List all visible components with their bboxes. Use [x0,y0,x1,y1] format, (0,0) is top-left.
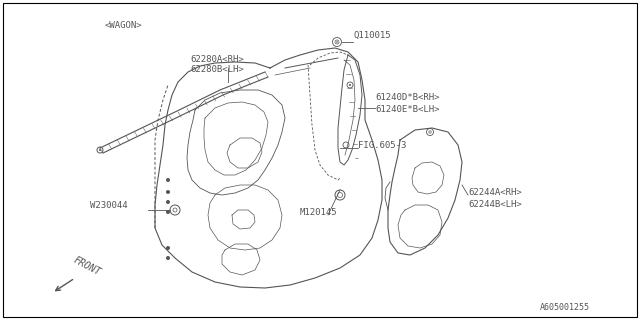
Text: FIG.605-3: FIG.605-3 [358,141,406,150]
Text: 62280A<RH>: 62280A<RH> [190,55,244,64]
Text: W230044: W230044 [90,201,127,210]
Text: 61240E*B<LH>: 61240E*B<LH> [375,105,440,114]
Text: 61240D*B<RH>: 61240D*B<RH> [375,93,440,102]
Text: A605001255: A605001255 [540,303,590,312]
Circle shape [336,41,338,43]
Circle shape [166,190,170,194]
Text: 62244B<LH>: 62244B<LH> [468,200,522,209]
Text: FRONT: FRONT [72,255,102,278]
Text: M120145: M120145 [300,208,338,217]
Text: Q110015: Q110015 [353,31,390,40]
Text: 62244A<RH>: 62244A<RH> [468,188,522,197]
Circle shape [349,84,351,86]
Circle shape [166,246,170,250]
Circle shape [166,178,170,182]
Circle shape [166,256,170,260]
Text: <WAGON>: <WAGON> [105,21,143,30]
Circle shape [99,149,101,151]
Circle shape [166,200,170,204]
Circle shape [166,210,170,214]
Text: 62280B<LH>: 62280B<LH> [190,65,244,74]
